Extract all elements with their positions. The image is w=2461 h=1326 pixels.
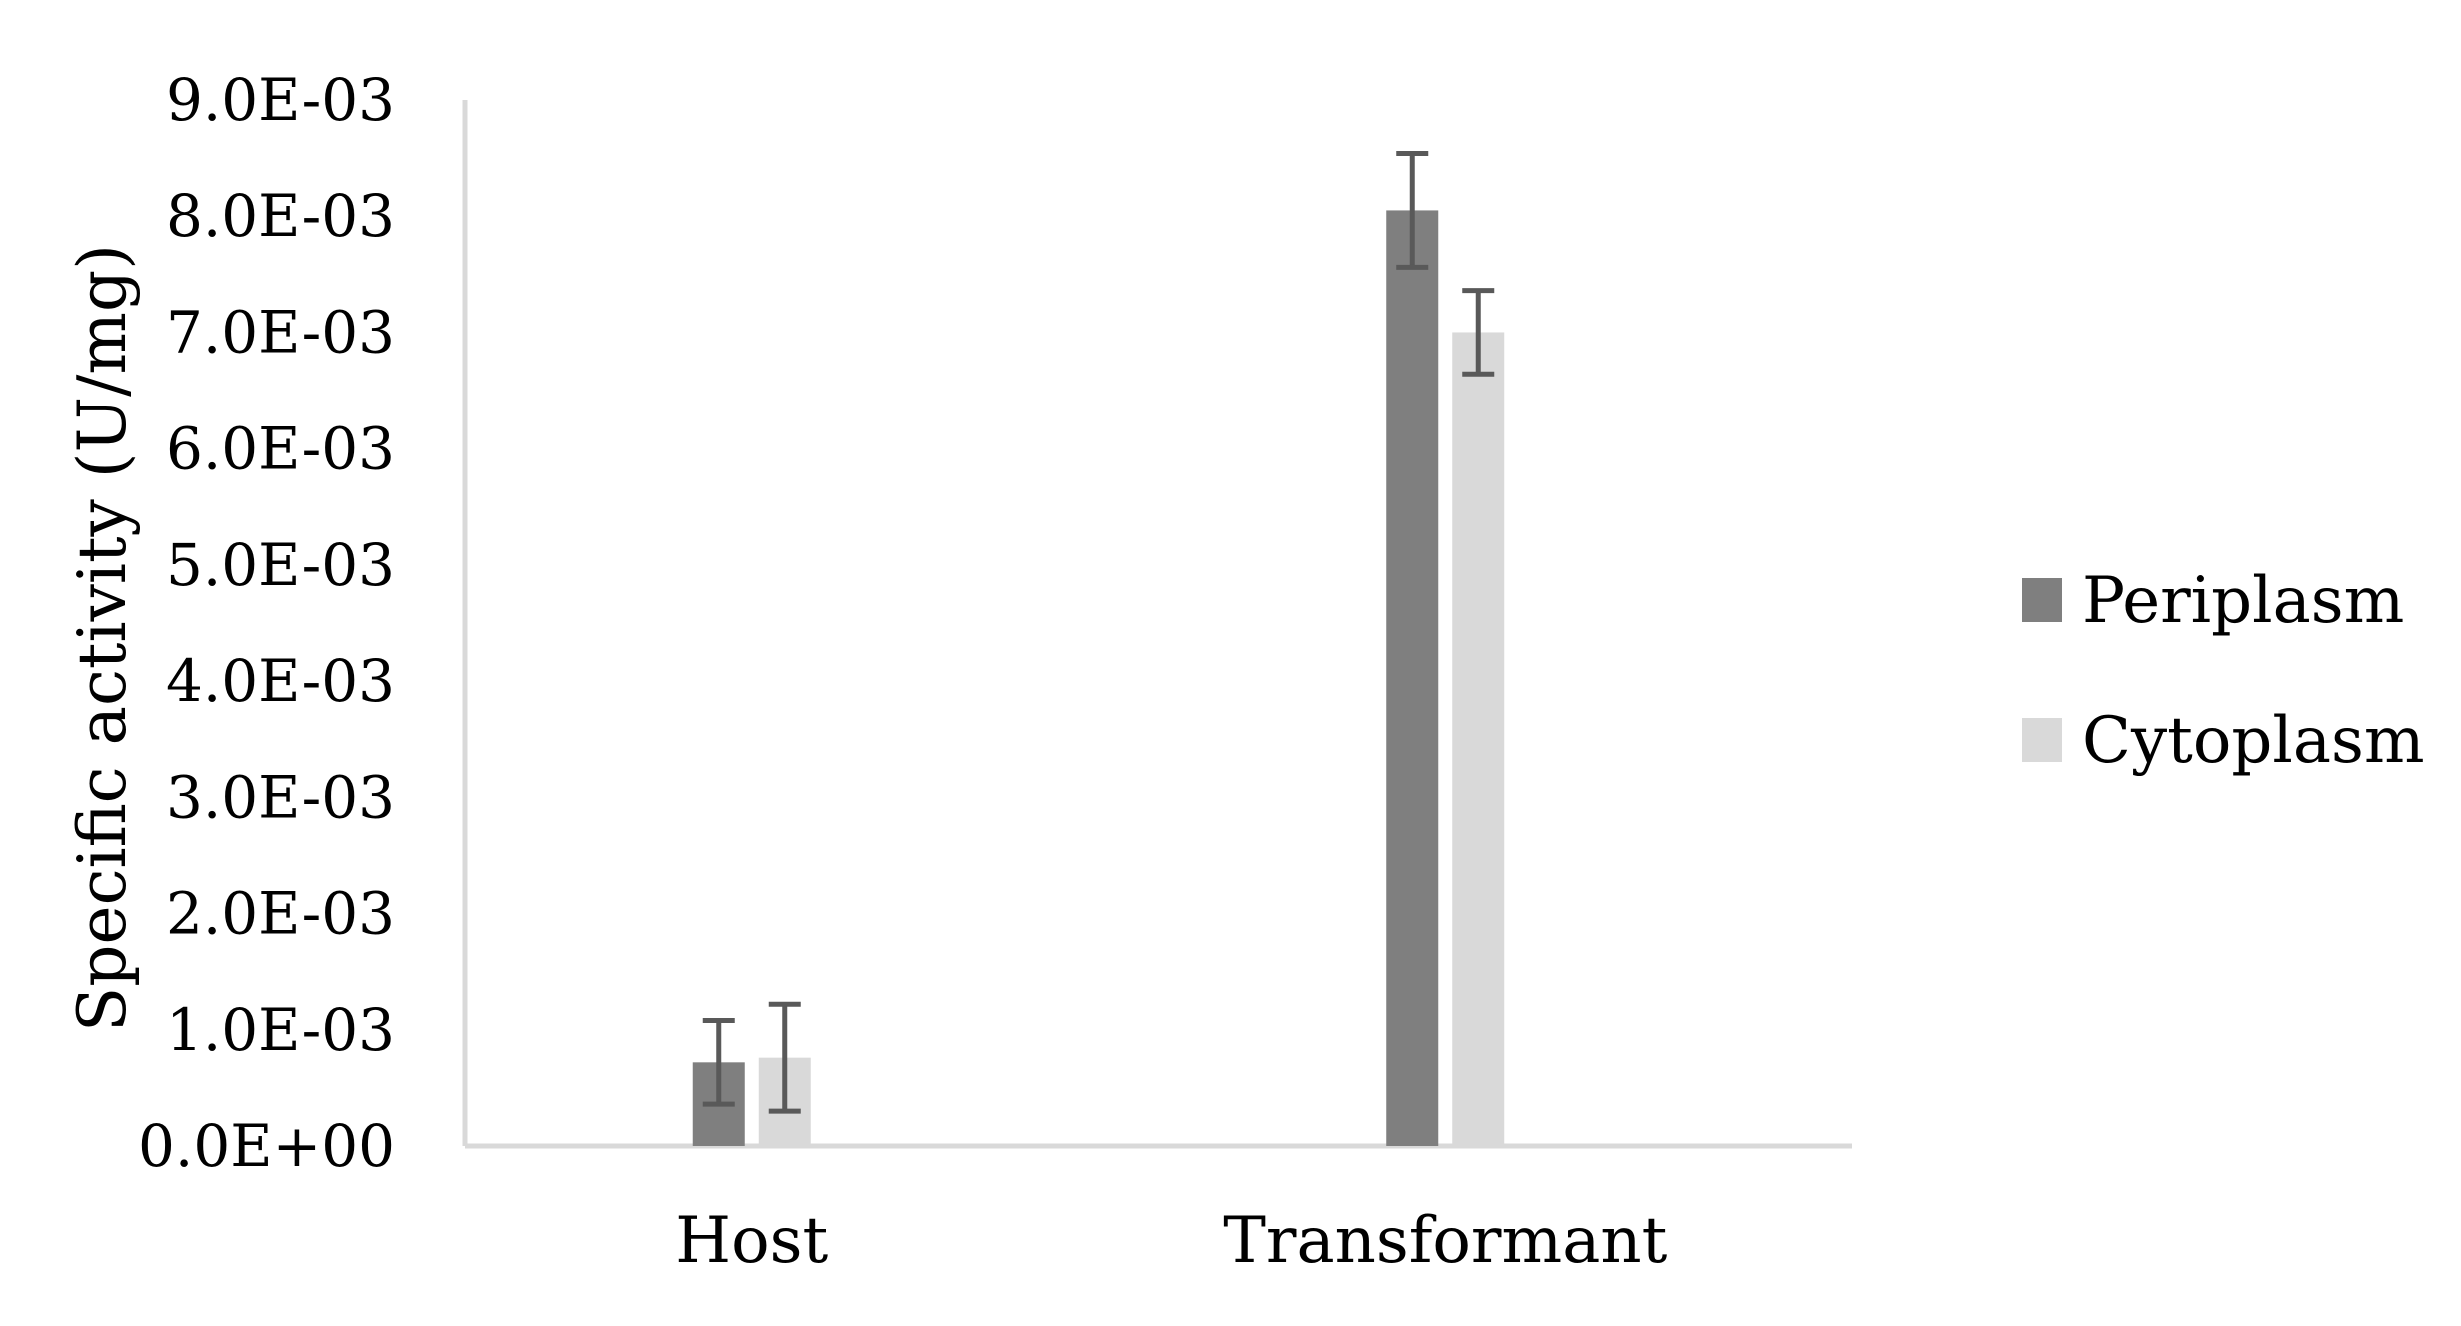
y-tick-label: 3.0E-03 xyxy=(166,763,395,831)
y-tick-label: 0.0E+00 xyxy=(138,1112,395,1180)
legend: Periplasm Cytoplasm xyxy=(2022,564,2425,778)
error-bar-periplasm-transformant xyxy=(1396,150,1429,270)
legend-item-periplasm: Periplasm xyxy=(2022,564,2404,638)
y-tick-label: 4.0E-03 xyxy=(166,647,395,715)
y-tick-label: 7.0E-03 xyxy=(166,298,395,366)
y-tick-label: 2.0E-03 xyxy=(166,880,395,948)
bar-periplasm-transformant xyxy=(1386,210,1439,1146)
legend-label: Periplasm xyxy=(2082,564,2404,638)
category-labels: Host Transformant xyxy=(675,1204,1667,1278)
legend-swatch xyxy=(2022,718,2062,762)
y-tick-label: 8.0E-03 xyxy=(166,182,395,250)
y-tick-labels: 0.0E+00 1.0E-03 2.0E-03 3.0E-03 4.0E-03 5.0E-… xyxy=(138,66,395,1180)
error-bars xyxy=(702,150,1495,1114)
axes xyxy=(462,100,1852,1149)
y-tick-label: 5.0E-03 xyxy=(166,531,395,599)
category-label-transformant: Transformant xyxy=(1223,1204,1667,1278)
bars xyxy=(692,210,1505,1146)
error-bar-cytoplasm-host xyxy=(768,1001,801,1114)
legend-swatch xyxy=(2022,578,2062,622)
y-tick-label: 6.0E-03 xyxy=(166,415,395,483)
category-label-host: Host xyxy=(675,1204,828,1278)
error-bar-cytoplasm-transformant xyxy=(1462,288,1495,377)
bar-cytoplasm-transformant xyxy=(1452,332,1505,1146)
legend-label: Cytoplasm xyxy=(2082,704,2425,778)
y-tick-label: 9.0E-03 xyxy=(166,66,395,134)
error-bar-periplasm-host xyxy=(702,1017,735,1107)
y-axis-title: Specific activity (U/mg) xyxy=(64,244,141,1032)
legend-item-cytoplasm: Cytoplasm xyxy=(2022,704,2425,778)
y-tick-label: 1.0E-03 xyxy=(166,996,395,1064)
